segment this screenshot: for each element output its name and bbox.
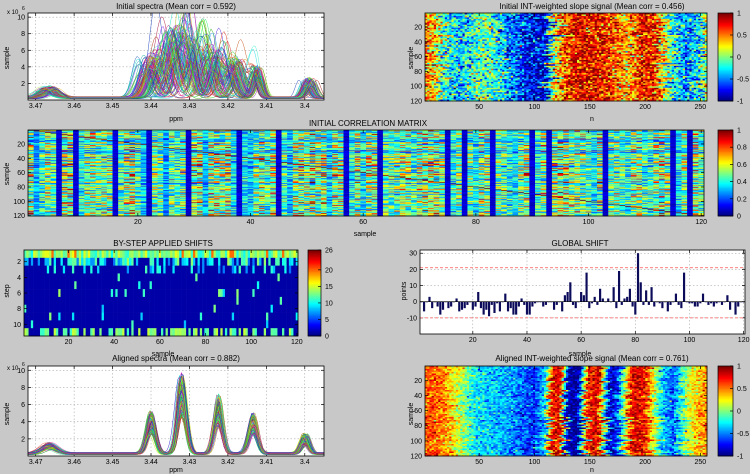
initial-spectra-xtick-label: 3.42 [221,103,235,110]
initial-slope-panel: Initial INT-weighted slope signal (Mean … [408,2,749,123]
initial-spectra-panel: Initial spectra (Mean corr = 0.592) x 10… [4,0,324,123]
initial-spectra-ytick-label: 6 [21,48,25,55]
initial-spectra-xtick-label: 3.4 [300,103,310,110]
initial-spectra-ytick-label: 2 [21,81,25,88]
initial-spectra-ytick-label: 8 [21,31,25,38]
initial-spectra-xtick-label: 3.47 [29,103,43,110]
initial-spectra-ytick-label: 10 [17,15,25,22]
initial-spectra-ytick-label: 4 [21,64,25,71]
initial-spectra-xtick-label: 3.44 [144,103,158,110]
initial-slope-cells [425,13,707,101]
initial-spectra-xtick-label: 3.46 [67,103,81,110]
initial-spectra-exponent-power: 6 [22,6,25,12]
initial-slope-title: Initial INT-weighted slope signal (Mean … [499,2,685,11]
initial-spectra-xtick-label: 3.45 [106,103,120,110]
initial-spectra-xtick-label: 3.41 [260,103,274,110]
initial-slope-xlabel: n [590,116,594,123]
initial-spectra-xlabel: ppm [169,116,183,123]
initial-spectra-title: Initial spectra (Mean corr = 0.592) [116,2,236,11]
initial-spectra-ylabel: sample [4,47,11,70]
initial-spectra-xtick-label: 3.43 [183,103,197,110]
